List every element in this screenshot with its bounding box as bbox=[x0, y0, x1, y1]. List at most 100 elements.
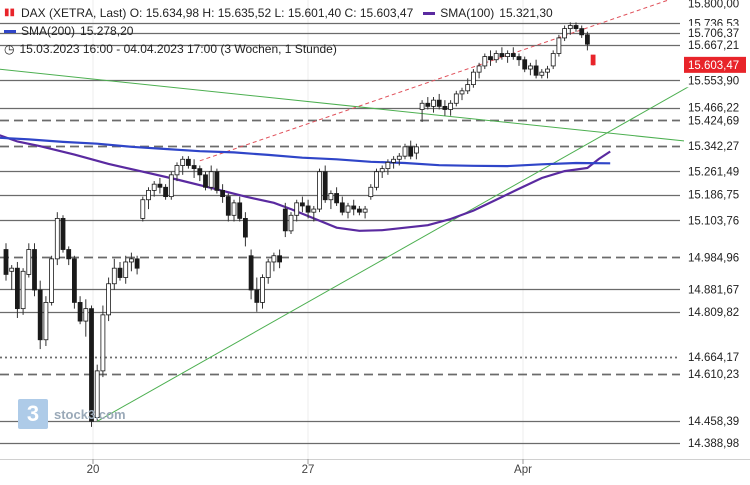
price-label-bg bbox=[684, 435, 748, 450]
candle-body bbox=[43, 302, 49, 341]
candle-body bbox=[151, 183, 157, 191]
candle-body bbox=[311, 208, 317, 213]
candle-body bbox=[545, 68, 550, 73]
candle-body bbox=[106, 283, 111, 316]
candle-body bbox=[37, 289, 43, 341]
candle-body bbox=[140, 199, 146, 219]
candle-body bbox=[385, 161, 391, 170]
candle-body bbox=[334, 193, 340, 204]
price-axis-label: 14.388,98 bbox=[688, 438, 739, 450]
candle-body bbox=[299, 202, 305, 207]
candle-body bbox=[260, 277, 265, 303]
last-price-badge bbox=[684, 56, 746, 73]
candle-body bbox=[294, 202, 300, 216]
candle-body bbox=[100, 314, 106, 372]
sma200-value: 15.278,20 bbox=[80, 24, 134, 38]
sma100-line bbox=[0, 134, 611, 232]
candle-body bbox=[89, 308, 94, 422]
candle-body bbox=[77, 302, 83, 322]
candle-body bbox=[225, 196, 231, 216]
price-label-bg bbox=[684, 350, 748, 365]
candle-body bbox=[231, 202, 237, 216]
candle-body bbox=[3, 249, 9, 275]
candle-body bbox=[539, 71, 545, 76]
support-trendline bbox=[96, 82, 696, 422]
candle-body bbox=[516, 56, 522, 61]
candle-body bbox=[413, 146, 419, 154]
price-axis-label: 14.664,17 bbox=[688, 352, 739, 364]
candle-body bbox=[328, 193, 334, 201]
price-axis-label: 15.342,27 bbox=[688, 141, 739, 153]
price-axis-label: 15.424,69 bbox=[688, 115, 739, 127]
support-trendline bbox=[0, 68, 696, 143]
horizontal-grid bbox=[92, 0, 524, 460]
candle-body bbox=[374, 171, 379, 188]
price-axis-label: 14.458,39 bbox=[688, 416, 739, 428]
price-axis-label: 15.706,37 bbox=[688, 28, 739, 40]
candle-body bbox=[277, 255, 283, 263]
candle-body bbox=[180, 158, 186, 166]
price-label-bg bbox=[684, 73, 748, 88]
candle-body bbox=[431, 99, 436, 107]
candle-body bbox=[111, 267, 117, 285]
candle-body bbox=[265, 261, 271, 278]
price-axis-label: 15.553,90 bbox=[688, 75, 739, 87]
time-axis-label: Apr bbox=[514, 464, 532, 476]
candle-body bbox=[362, 208, 368, 213]
candle-body bbox=[123, 261, 129, 278]
candle-body bbox=[567, 25, 573, 29]
price-label-bg bbox=[684, 100, 748, 115]
sma100-label: SMA(100) bbox=[440, 6, 495, 20]
candle-body bbox=[562, 28, 567, 39]
price-label-bg bbox=[684, 25, 748, 40]
candle-body bbox=[237, 202, 243, 219]
candle-body bbox=[493, 53, 499, 61]
resistance-trendline bbox=[199, 0, 670, 162]
price-label-bg bbox=[684, 304, 748, 319]
price-axis-label: 15.466,22 bbox=[688, 103, 739, 115]
last-price-label: 15.603,47 bbox=[688, 60, 739, 72]
candle-body bbox=[322, 171, 328, 201]
time-axis-label: 20 bbox=[87, 464, 100, 476]
stock3-logo: 3 stock3.com bbox=[18, 399, 126, 429]
candle-body bbox=[163, 186, 169, 198]
candle-body bbox=[20, 270, 26, 310]
candle-body bbox=[32, 249, 37, 291]
price-label-bg bbox=[684, 213, 748, 228]
price-label-bg bbox=[684, 139, 748, 154]
candle-body bbox=[590, 54, 596, 66]
candle-body bbox=[72, 258, 77, 303]
price-axis-label: 14.881,67 bbox=[688, 284, 739, 296]
time-axis: 20 27 Apr bbox=[0, 459, 750, 476]
trendlines bbox=[0, 0, 696, 422]
price-axis-label: 15.800,00 bbox=[688, 0, 739, 11]
candle-body bbox=[482, 56, 488, 67]
candle-body bbox=[197, 168, 203, 176]
candle-body bbox=[442, 105, 448, 110]
candlestick-icon: ▮▮ bbox=[4, 7, 16, 18]
sma200-label: SMA(200) bbox=[21, 24, 76, 38]
clock-icon: ◷ bbox=[4, 42, 15, 56]
price-axis-label: 14.610,23 bbox=[688, 369, 739, 381]
candle-body bbox=[459, 90, 465, 95]
price-label-bg bbox=[684, 282, 748, 297]
candle-body bbox=[317, 171, 322, 210]
candle-body bbox=[556, 37, 562, 54]
candle-body bbox=[185, 158, 191, 166]
price-label-bg bbox=[684, 366, 748, 381]
price-label-bg bbox=[684, 0, 748, 11]
candle-body bbox=[436, 99, 442, 107]
price-axis: 15.800,0015.736,5315.706,3715.667,2115.5… bbox=[684, 0, 748, 450]
candle-body bbox=[214, 171, 220, 191]
candle-body bbox=[402, 146, 408, 157]
candles bbox=[3, 22, 596, 427]
candle-body bbox=[510, 53, 516, 57]
candle-body bbox=[550, 53, 556, 67]
candle-body bbox=[425, 102, 431, 107]
price-axis-label: 15.186,75 bbox=[688, 190, 739, 202]
candle-body bbox=[448, 102, 454, 110]
sma200-swatch bbox=[4, 29, 16, 33]
candle-body bbox=[146, 189, 151, 201]
